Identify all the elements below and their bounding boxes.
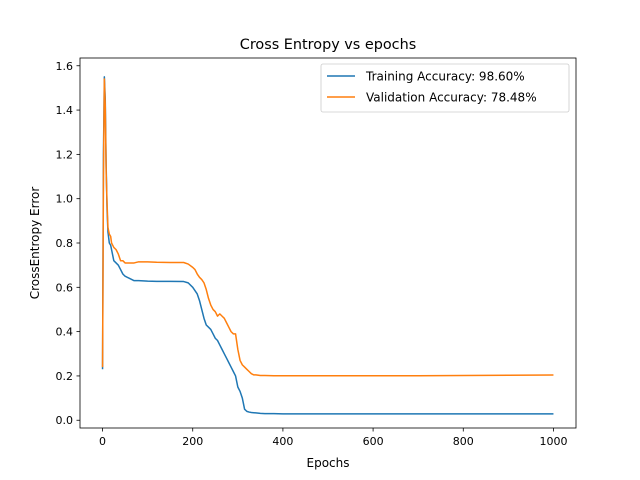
x-tick-label: 200 [182, 435, 203, 448]
chart-title: Cross Entropy vs epochs [240, 37, 416, 53]
y-tick-label: 1.4 [56, 104, 74, 117]
plot-frame [79, 57, 577, 429]
x-tick-label: 600 [363, 435, 384, 448]
y-tick-label: 0.6 [56, 281, 74, 294]
x-tick-label: 800 [453, 435, 474, 448]
y-tick-label: 0.8 [56, 237, 74, 250]
x-axis-label: Epochs [307, 456, 350, 470]
series-line-training [101, 76, 554, 415]
series-layer [101, 76, 554, 415]
y-tick-label: 0.0 [56, 414, 74, 427]
legend-label-validation: Validation Accuracy: 78.48% [366, 91, 537, 105]
legend: Training Accuracy: 98.60% Validation Acc… [320, 63, 570, 113]
x-tick-label: 1000 [539, 435, 567, 448]
y-tick-label: 1.0 [56, 193, 74, 206]
y-tick-label: 0.2 [56, 370, 74, 383]
x-tick-label: 400 [272, 435, 293, 448]
legend-label-training: Training Accuracy: 98.60% [365, 70, 525, 84]
y-axis-label: CrossEntropy Error [28, 187, 42, 300]
y-tick-label: 1.2 [56, 148, 74, 161]
y-tick-label: 1.6 [56, 60, 74, 73]
y-tick-label: 0.4 [56, 326, 74, 339]
ticks-layer: 0 200 400 600 800 1000 0.0 0.2 0.4 0.6 0.8 1.0 1.2 1.… [56, 60, 568, 448]
series-line-validation [101, 78, 554, 377]
x-tick-label: 0 [99, 435, 106, 448]
legend-box [320, 63, 570, 113]
